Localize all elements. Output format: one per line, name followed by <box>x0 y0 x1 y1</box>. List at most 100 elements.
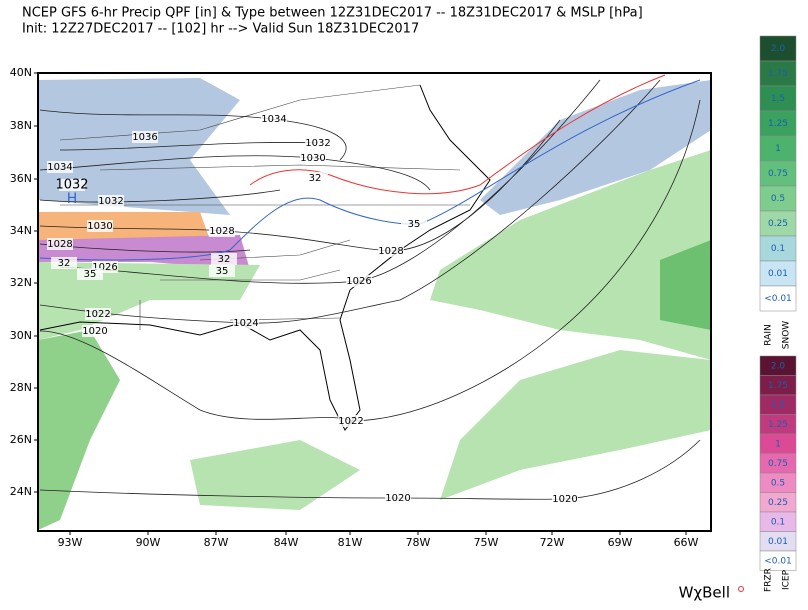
snow-area <box>38 78 240 215</box>
borders <box>59 84 470 330</box>
isobar-label: 1032 <box>98 196 123 207</box>
legend-label: 0.01 <box>768 537 788 547</box>
legend-label: 0.75 <box>768 459 788 469</box>
label-bg <box>302 172 328 184</box>
legend-label: <0.01 <box>764 294 792 304</box>
rain-area <box>38 262 260 340</box>
legend-label: 2.0 <box>771 361 786 371</box>
lon-label: 75W <box>474 536 499 549</box>
snow-line <box>39 79 701 261</box>
isobar-label: 1032 <box>55 178 88 193</box>
lon-label: 66W <box>674 536 699 549</box>
lat-label: 34N <box>10 224 32 237</box>
isobar-label: 35 <box>408 219 421 230</box>
legend-label: 1.25 <box>768 119 788 129</box>
legend-label: 0.5 <box>771 194 785 204</box>
isobar-label: 1034 <box>261 114 286 125</box>
isobar-label: 1030 <box>87 221 112 232</box>
label-bg <box>98 195 124 207</box>
legend-type: SNOW <box>782 321 792 350</box>
label-bg <box>82 325 108 337</box>
isobar-label: 1026 <box>92 262 117 273</box>
label-bg <box>211 253 237 265</box>
label-bg <box>385 492 411 504</box>
icep-area <box>38 235 250 270</box>
isobar-label: 1022 <box>85 309 110 320</box>
isobar-label: 1028 <box>47 239 72 250</box>
isobar-label: 35 <box>84 269 97 280</box>
legend-swatch <box>759 235 797 262</box>
lat-label: 28N <box>10 381 32 394</box>
label-bg <box>47 238 73 250</box>
lat-label: 26N <box>10 433 32 446</box>
label-bg <box>132 131 158 143</box>
label-bg <box>261 113 287 125</box>
isobar-label: 1022 <box>338 416 363 427</box>
brand: WχBell <box>679 584 730 602</box>
legend-label: 0.25 <box>768 219 788 229</box>
isobar-label: 1030 <box>300 153 325 164</box>
lat-label: 38N <box>10 119 32 132</box>
label-bg <box>87 220 113 232</box>
rain-area <box>440 350 711 500</box>
legend-swatch <box>759 60 797 87</box>
label-bg <box>552 493 578 505</box>
isobar-label: 32 <box>58 258 71 269</box>
isobar-label: 1028 <box>209 226 234 237</box>
legend-swatch <box>759 285 797 312</box>
lon-label: 87W <box>204 536 229 549</box>
isobar-label: 32 <box>309 173 322 184</box>
legend-label: 1.5 <box>771 94 785 104</box>
isobar-label: 1036 <box>132 132 157 143</box>
legend-label: 0.5 <box>771 478 785 488</box>
lat-label: 40N <box>10 66 32 79</box>
coastline <box>39 84 491 431</box>
legend-label: 1 <box>775 439 781 449</box>
legend-label: 1.5 <box>771 400 785 410</box>
rain-area <box>660 240 711 330</box>
isobar-label: 1020 <box>385 493 410 504</box>
lon-label: 78W <box>406 536 431 549</box>
label-bg <box>51 257 77 269</box>
legend-label: 1 <box>775 144 781 154</box>
subtitle: Init: 12Z27DEC2017 -- [102] hr --> Valid… <box>22 22 419 37</box>
label-bg <box>305 137 331 149</box>
snow-area <box>480 80 711 215</box>
legend-label: 1.75 <box>768 381 788 391</box>
legend-swatch <box>759 550 797 571</box>
label-bg <box>209 265 235 277</box>
high-marker: H <box>67 191 78 207</box>
legend-label: 1.75 <box>768 69 788 79</box>
label-bg <box>338 415 364 427</box>
label-bg <box>77 268 103 280</box>
isobar-label: 1020 <box>82 326 107 337</box>
lon-label: 93W <box>58 536 83 549</box>
legend-label: 0.1 <box>771 517 785 527</box>
isobar-label: 1034 <box>47 162 72 173</box>
legend-swatch <box>759 135 797 162</box>
map <box>37 72 712 532</box>
lat-label: 36N <box>10 172 32 185</box>
legend-type: ICEP <box>782 569 792 590</box>
legend-label: 0.01 <box>768 269 788 279</box>
label-bg <box>300 152 326 164</box>
label-bg <box>378 245 404 257</box>
label-bg <box>59 179 85 191</box>
isobar-label: 35 <box>216 266 229 277</box>
rain-area <box>190 440 360 510</box>
legend-swatch <box>759 110 797 137</box>
legend-type: FRZR <box>764 568 774 592</box>
isobar-label: 1032 <box>305 138 330 149</box>
legend-label: <0.01 <box>764 556 792 566</box>
rain-area <box>430 150 711 360</box>
lon-label: 81W <box>338 536 363 549</box>
lat-label: 32N <box>10 276 32 289</box>
isobar-label: 1024 <box>233 318 258 329</box>
lat-label: 30N <box>10 329 32 342</box>
legend-label: 0.25 <box>768 498 788 508</box>
freezing-line <box>249 74 666 195</box>
lon-label: 90W <box>136 536 161 549</box>
isobar-label: 1028 <box>378 246 403 257</box>
rain-area <box>38 330 120 530</box>
label-bg <box>209 225 235 237</box>
